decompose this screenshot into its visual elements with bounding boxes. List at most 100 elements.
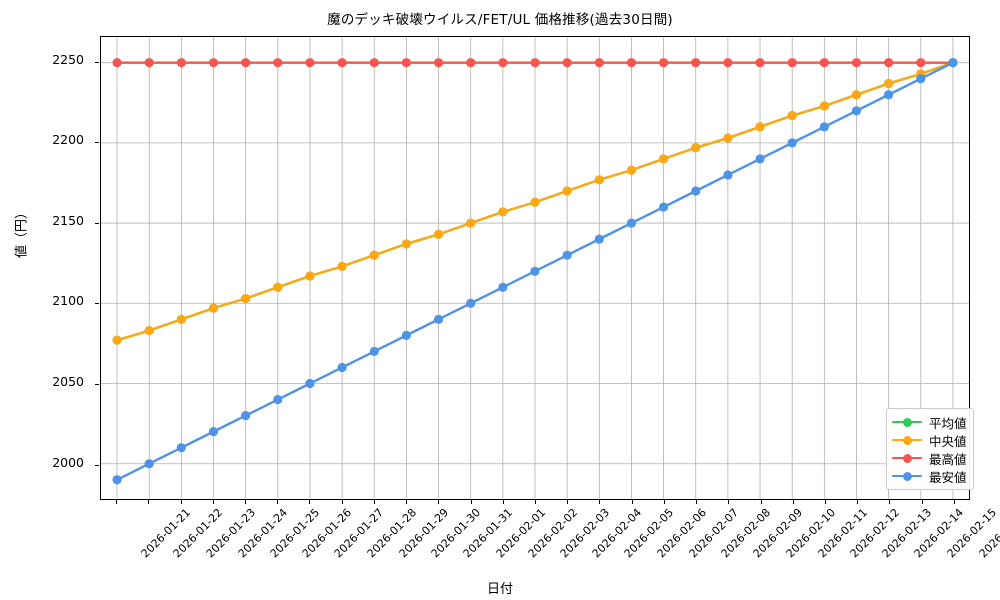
series-point: [626, 58, 637, 68]
series-point: [530, 197, 540, 207]
series-point: [241, 58, 251, 68]
series-point: [562, 186, 572, 196]
series-point: [626, 165, 637, 175]
legend-label: 最高値: [929, 451, 967, 467]
x-tick-mark: [406, 500, 408, 504]
series-point: [466, 58, 476, 68]
x-tick-mark: [792, 500, 794, 504]
series-point: [241, 411, 251, 421]
x-tick-mark: [180, 500, 182, 504]
series-point: [755, 154, 765, 164]
y-tick-mark: [95, 384, 99, 385]
chart-legend: 平均値 中央値 最高値: [886, 408, 974, 490]
x-tick-mark: [116, 500, 118, 504]
y-axis-label: 値（円）: [14, 205, 30, 259]
legend-marker-icon: [892, 467, 922, 485]
legend-item-2[interactable]: 最高値: [892, 449, 967, 467]
series-point: [884, 78, 894, 89]
series-point: [819, 101, 829, 111]
x-tick-mark: [921, 500, 923, 504]
series-point: [562, 58, 572, 68]
legend-label: 最安値: [929, 469, 967, 485]
series-point: [916, 74, 926, 84]
legend-item-1[interactable]: 中央値: [892, 431, 967, 449]
plot-area: [100, 36, 970, 500]
series-point: [305, 378, 315, 389]
y-tick-mark: [95, 61, 99, 63]
series-point: [530, 58, 540, 68]
series-point: [498, 207, 508, 217]
legend-item-3[interactable]: 最安値: [892, 467, 967, 485]
legend-marker-icon: [892, 449, 922, 467]
series-point: [433, 58, 444, 68]
series-point: [498, 58, 508, 68]
x-tick-mark: [502, 500, 504, 504]
x-tick-mark: [953, 500, 955, 504]
series-point: [208, 58, 219, 68]
series-point: [273, 58, 283, 68]
series-point: [466, 218, 476, 228]
series-point: [112, 475, 122, 485]
x-tick-mark: [212, 500, 214, 504]
series-point: [369, 346, 379, 356]
series-point: [337, 261, 347, 271]
series-point: [144, 459, 154, 469]
series-point: [723, 58, 733, 68]
x-tick-mark: [663, 500, 665, 504]
legend-label: 中央値: [929, 433, 967, 449]
series-point: [369, 58, 379, 68]
x-tick-mark: [760, 500, 762, 504]
series-point: [916, 58, 926, 68]
y-tick-label: 2200: [52, 132, 84, 148]
y-tick-label: 2050: [52, 374, 84, 389]
x-tick-mark: [535, 500, 536, 504]
series-point: [273, 394, 283, 405]
x-tick-mark: [341, 500, 343, 504]
x-tick-mark: [245, 500, 246, 504]
series-point: [433, 314, 444, 324]
series-point: [787, 138, 797, 148]
series-point: [369, 250, 379, 260]
x-tick-mark: [567, 500, 569, 504]
y-tick-mark: [95, 303, 99, 305]
series-point: [208, 427, 219, 437]
x-axis-label: 日付: [486, 582, 513, 597]
x-tick-mark: [889, 500, 891, 504]
series-point: [176, 443, 186, 453]
series-point: [466, 298, 476, 308]
y-tick-mark: [95, 464, 99, 466]
series-point: [723, 170, 733, 180]
series-point: [208, 303, 219, 313]
series-point: [594, 234, 604, 244]
x-tick-mark: [857, 500, 859, 504]
y-tick-label: 2100: [52, 293, 84, 309]
series-point: [401, 330, 411, 340]
series-point: [819, 122, 829, 132]
series-point: [305, 271, 315, 281]
series-point: [176, 58, 186, 68]
legend-item-0[interactable]: 平均値: [892, 413, 967, 431]
series-point: [659, 58, 669, 68]
x-tick-mark: [373, 500, 375, 504]
series-point: [562, 250, 572, 260]
legend-label: 平均値: [929, 415, 967, 431]
y-tick-label: 2150: [52, 212, 84, 228]
series-point: [787, 111, 797, 121]
x-tick-mark: [599, 500, 601, 504]
x-tick-mark: [148, 500, 150, 504]
legend-marker-icon: [892, 413, 922, 431]
series-point: [626, 218, 637, 228]
chart-title: 魔のデッキ破壊ウイルス/FET/UL 価格推移(過去30日間): [327, 12, 673, 28]
x-tick-mark: [470, 500, 472, 504]
series-point: [241, 293, 251, 304]
series-point: [273, 282, 283, 292]
x-tick-mark: [438, 500, 440, 504]
series-point: [144, 325, 154, 336]
series-point: [755, 58, 765, 68]
series-point: [112, 58, 122, 68]
series-point: [530, 266, 540, 276]
series-point: [691, 143, 701, 153]
series-point: [691, 186, 701, 196]
x-tick-mark: [696, 500, 698, 504]
